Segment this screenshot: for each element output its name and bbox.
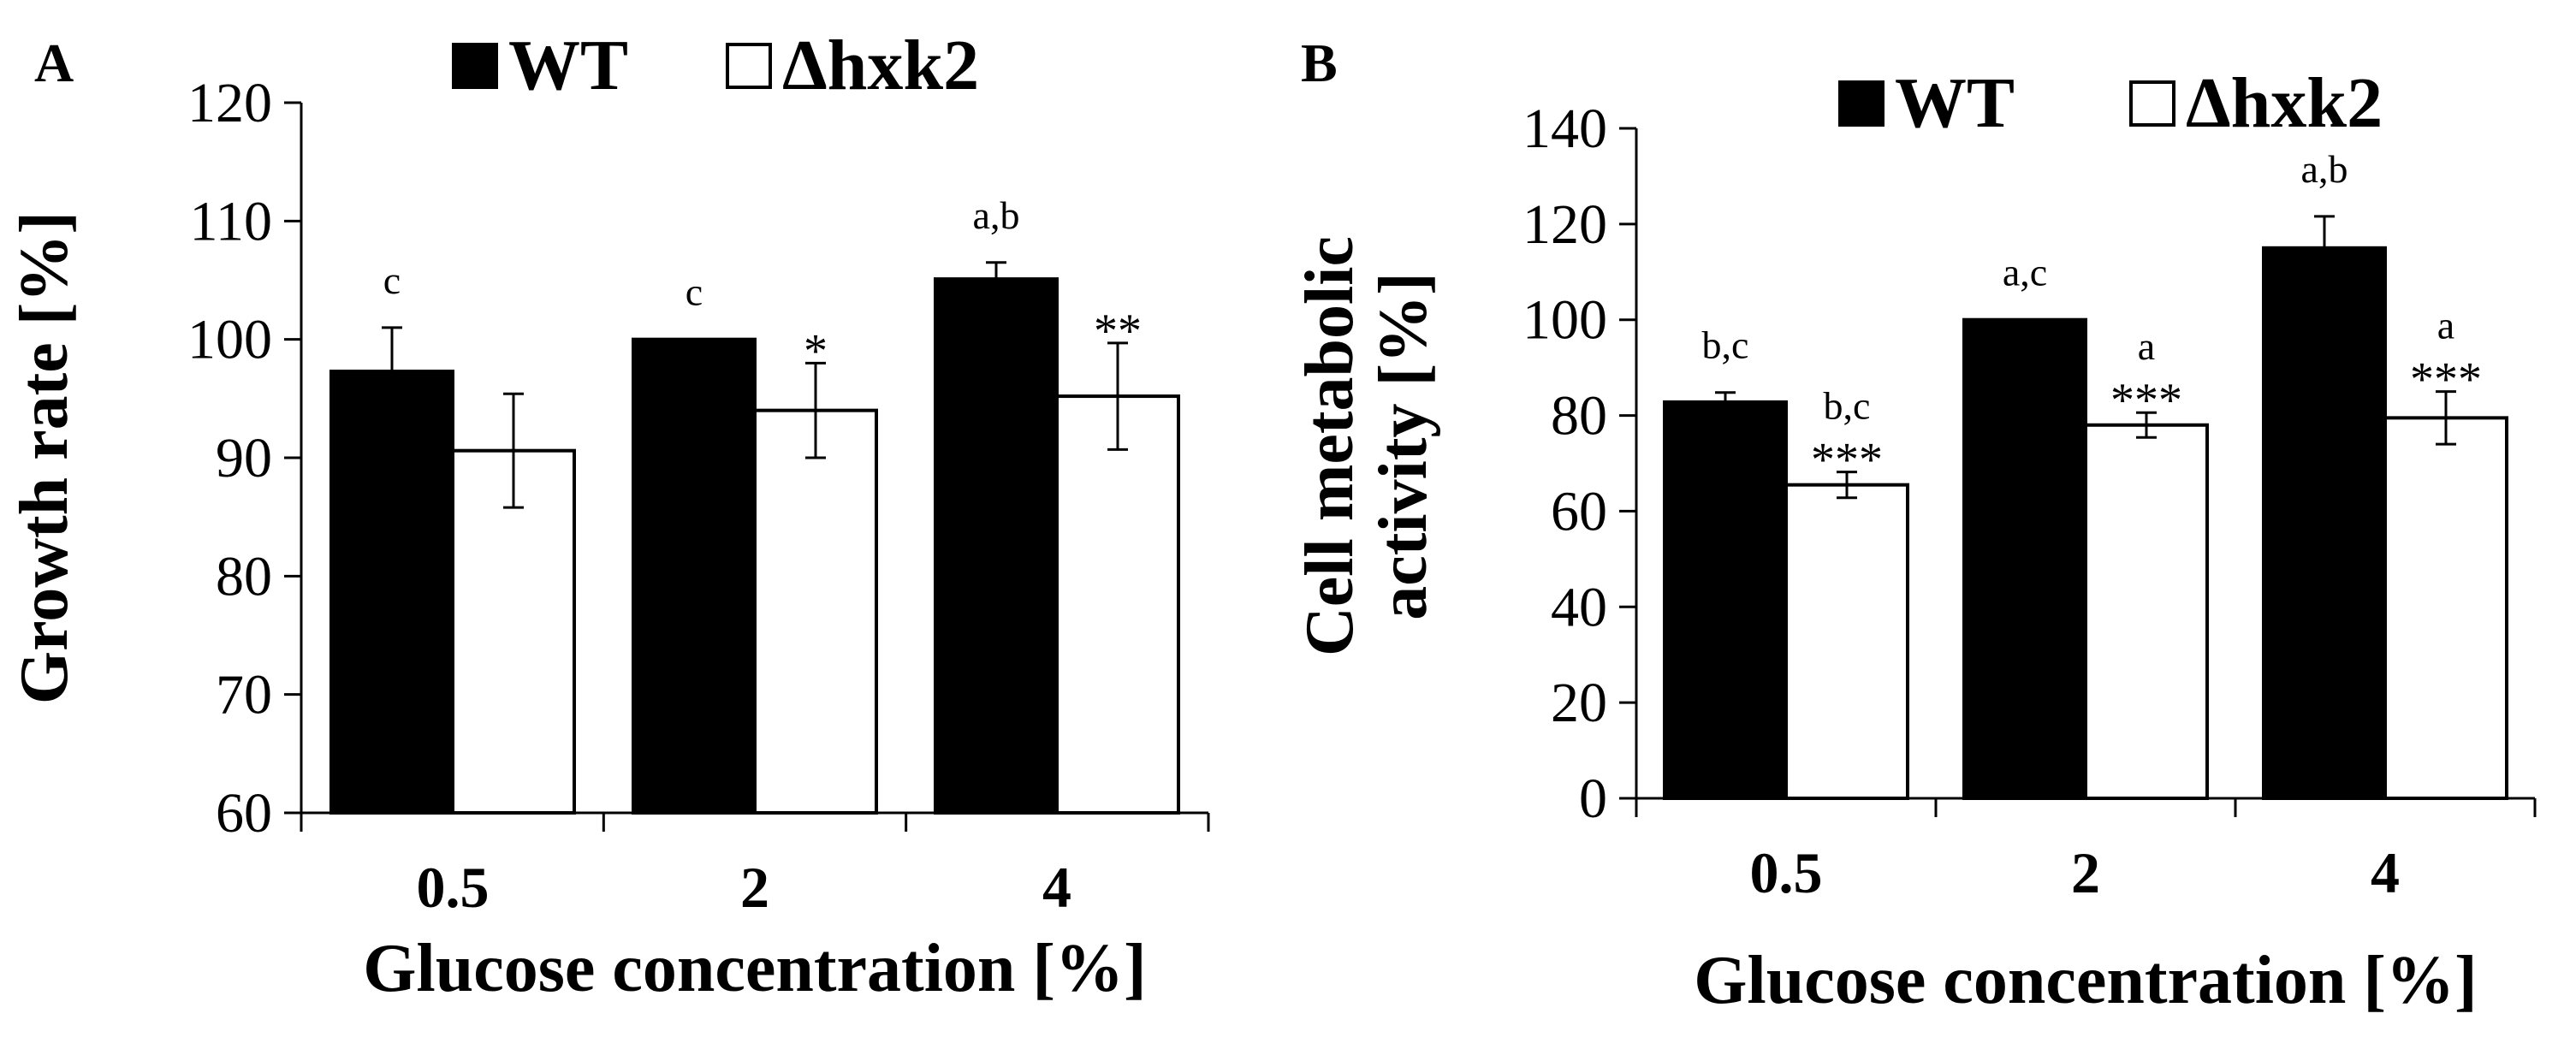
legend-swatch-hxk2: [726, 43, 772, 89]
legend-label-wt: WT: [1895, 63, 2015, 143]
x-category-label: 4: [2371, 840, 2400, 905]
y-tick-label: 0: [1579, 767, 1607, 830]
bar-wt: [329, 370, 454, 815]
y-tick-label: 80: [216, 545, 272, 607]
bar-hxk2: [1055, 394, 1180, 815]
significance-letters: a: [2138, 324, 2155, 368]
bar-hxk2: [2383, 416, 2508, 800]
y-tick-label: 90: [216, 427, 272, 489]
bar-hxk2: [753, 408, 878, 815]
legend-swatch-hxk2: [2129, 80, 2175, 127]
y-axis-title-line-2: activity [%]: [1366, 272, 1441, 620]
bar-hxk2: [451, 448, 576, 815]
bar-wt: [2262, 246, 2387, 801]
y-tick-label: 60: [216, 782, 272, 845]
legend-label-hxk2: Δhxk2: [782, 26, 979, 105]
y-tick-label: 20: [1551, 672, 1607, 734]
x-category-label: 2: [2071, 840, 2100, 905]
significance-stars: *: [804, 324, 828, 377]
y-tick-label: 100: [1522, 289, 1607, 352]
y-tick-label: 110: [189, 190, 272, 252]
panel-label: A: [34, 33, 74, 93]
x-category-label: 2: [740, 855, 769, 920]
bar-wt: [1663, 400, 1788, 800]
significance-letters: a: [2437, 304, 2454, 347]
y-tick-label: 80: [1551, 385, 1607, 447]
x-category-label: 4: [1042, 855, 1071, 920]
y-tick-label: 120: [1522, 193, 1607, 256]
x-category-label: 0.5: [417, 855, 490, 920]
y-tick-label: 70: [216, 664, 272, 726]
significance-stars: **: [1094, 305, 1142, 358]
significance-letters: a,c: [2003, 251, 2047, 294]
panel-label: B: [1301, 33, 1338, 93]
significance-letters: b,c: [1824, 384, 1871, 428]
y-axis-title-line-1: Cell metabolic: [1292, 236, 1368, 656]
chart-panel-b: B 0 20 40 60 80 100 120 140 0.5 b,c *** b,c 2 a,c *** a 4…: [1292, 33, 2537, 1018]
x-category-label: 0.5: [1750, 840, 1823, 905]
y-tick-label: 140: [1522, 98, 1607, 160]
y-tick-label: 120: [187, 72, 272, 134]
y-tick-label: 40: [1551, 576, 1607, 638]
significance-stars: ***: [2110, 374, 2182, 427]
bar-hxk2: [2084, 423, 2209, 800]
bar-wt: [934, 277, 1059, 815]
legend: WT Δhxk2: [1838, 63, 2383, 143]
y-tick-label: 100: [187, 309, 272, 371]
chart-panel-a: A 60 70 80 90 100 110 120 0.5 c 2 c * 4 a,b ** Growth ra…: [7, 26, 1210, 1006]
bar-wt: [1962, 317, 2087, 800]
significance-letters: a,b: [973, 193, 1020, 237]
significance-stars: ***: [1811, 434, 1883, 487]
x-axis-title: Glucose concentration [%]: [363, 931, 1146, 1006]
bar-hxk2: [1784, 483, 1909, 800]
legend-label-wt: WT: [508, 26, 628, 105]
significance-letters: c: [686, 270, 703, 314]
legend-swatch-wt: [452, 43, 498, 89]
significance-letters: b,c: [1702, 323, 1749, 367]
significance-letters: a,b: [2301, 147, 2348, 191]
y-axis-title: Growth rate [%]: [7, 211, 82, 704]
legend-swatch-wt: [1838, 80, 1885, 127]
y-tick-label: 60: [1551, 480, 1607, 542]
significance-letters: c: [383, 258, 401, 302]
bar-wt: [632, 337, 757, 815]
significance-stars: ***: [2410, 353, 2482, 406]
legend: WT Δhxk2: [452, 26, 979, 105]
legend-label-hxk2: Δhxk2: [2186, 63, 2383, 143]
x-axis-title: Glucose concentration [%]: [1694, 943, 2477, 1018]
